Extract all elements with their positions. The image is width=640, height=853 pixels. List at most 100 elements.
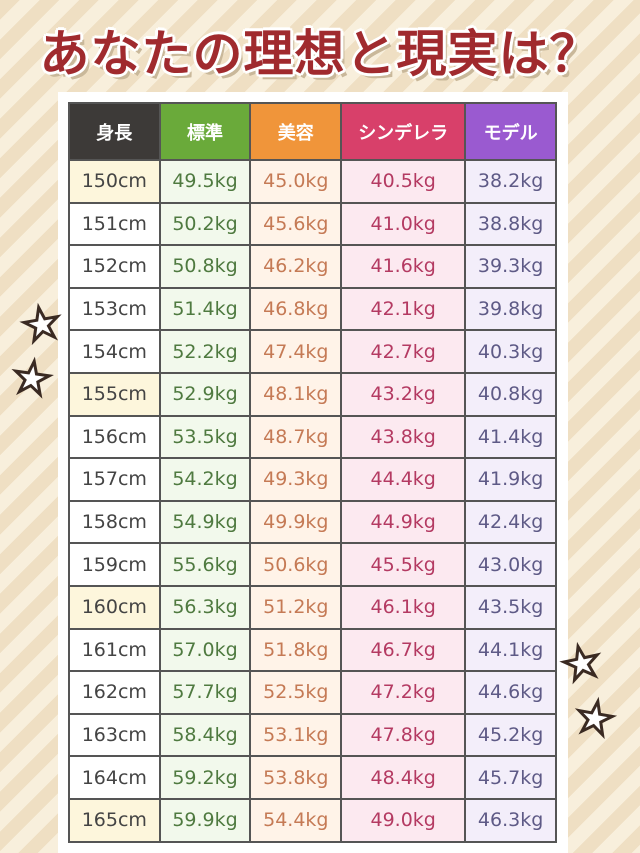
height-cell: 165cm [68,797,161,843]
table-row: 156cm 53.5kg 48.7kg 43.8kg 41.4kg [68,414,557,460]
weight-cell: 44.4kg [340,457,467,502]
table-row: 150cm 49.5kg 45.0kg 40.5kg 38.2kg [68,159,557,204]
table-row: 161cm 57.0kg 51.8kg 46.7kg 44.1kg [68,627,557,673]
weight-cell: 50.2kg [158,201,252,247]
weight-cell: 47.8kg [340,712,467,758]
table-row: 163cm 58.4kg 53.1kg 47.8kg 45.2kg [68,712,557,758]
height-cell: 157cm [68,457,161,502]
weight-cell: 39.8kg [464,286,557,332]
weight-cell: 59.2kg [158,755,252,800]
weight-cell: 57.0kg [158,627,252,673]
weight-cell: 49.9kg [249,499,343,545]
table-row: 153cm 51.4kg 46.8kg 42.1kg 39.8kg [68,286,557,332]
weight-cell: 38.2kg [464,159,557,204]
table-row: 157cm 54.2kg 49.3kg 44.4kg 41.9kg [68,457,557,502]
weight-cell: 49.3kg [249,457,343,502]
weight-cell: 40.8kg [464,371,557,417]
weight-cell: 52.2kg [158,329,252,374]
header-height: 身長 [68,102,161,161]
weight-cell: 48.7kg [249,414,343,460]
height-cell: 156cm [68,414,161,460]
weight-cell: 46.3kg [464,797,557,843]
weight-cell: 46.8kg [249,286,343,332]
weight-cell: 45.6kg [249,201,343,247]
weight-cell: 58.4kg [158,712,252,758]
weight-cell: 43.5kg [464,584,557,630]
weight-cell: 54.2kg [158,457,252,502]
weight-cell: 41.4kg [464,414,557,460]
table-row: 158cm 54.9kg 49.9kg 44.9kg 42.4kg [68,499,557,545]
ideal-weight-table: 身長 標準 美容 シンデレラ モデル 150cm 49.5kg 45.0kg 40.5kg 38… [68,102,557,843]
table-header-row: 身長 標準 美容 シンデレラ モデル [68,102,557,161]
star-icon: ★ [16,294,67,354]
table-body: 150cm 49.5kg 45.0kg 40.5kg 38.2kg 151cm 50.2kg… [68,159,557,843]
weight-cell: 43.2kg [340,371,467,417]
weight-cell: 55.6kg [158,542,252,587]
weight-cell: 53.8kg [249,755,343,800]
weight-cell: 46.7kg [340,627,467,673]
weight-cell: 51.2kg [249,584,343,630]
weight-cell: 41.0kg [340,201,467,247]
weight-cell: 54.9kg [158,499,252,545]
table-row: 164cm 59.2kg 53.8kg 48.4kg 45.7kg [68,755,557,800]
table-row: 159cm 55.6kg 50.6kg 45.5kg 43.0kg [68,542,557,587]
weight-cell: 53.1kg [249,712,343,758]
weight-cell: 48.4kg [340,755,467,800]
weight-cell: 47.2kg [340,670,467,715]
weight-cell: 40.3kg [464,329,557,374]
height-cell: 151cm [68,201,161,247]
height-cell: 154cm [68,329,161,374]
page-title: あなたの理想と現実は？ [39,25,601,83]
weight-cell: 38.8kg [464,201,557,247]
weight-cell: 51.8kg [249,627,343,673]
weight-cell: 43.0kg [464,542,557,587]
weight-cell: 45.5kg [340,542,467,587]
header-beauty: 美容 [249,102,343,161]
table-row: 152cm 50.8kg 46.2kg 41.6kg 39.3kg [68,244,557,289]
height-cell: 163cm [68,712,161,758]
height-cell: 150cm [68,159,161,204]
weight-cell: 41.9kg [464,457,557,502]
star-icon: ★ [569,688,620,748]
header-model: モデル [464,102,557,161]
weight-cell: 57.7kg [158,670,252,715]
weight-cell: 45.2kg [464,712,557,758]
weight-cell: 59.9kg [158,797,252,843]
weight-cell: 46.1kg [340,584,467,630]
weight-cell: 39.3kg [464,244,557,289]
table-row: 154cm 52.2kg 47.4kg 42.7kg 40.3kg [68,329,557,374]
weight-cell: 44.1kg [464,627,557,673]
header-cinderella: シンデレラ [340,102,467,161]
weight-cell: 52.9kg [158,371,252,417]
star-icon: ★ [556,633,608,694]
weight-cell: 42.1kg [340,286,467,332]
weight-cell: 45.0kg [249,159,343,204]
header-standard: 標準 [158,102,252,161]
table-row: 155cm 52.9kg 48.1kg 43.2kg 40.8kg [68,371,557,417]
table-row: 160cm 56.3kg 51.2kg 46.1kg 43.5kg [68,584,557,630]
height-cell: 162cm [68,670,161,715]
height-cell: 152cm [68,244,161,289]
weight-cell: 42.4kg [464,499,557,545]
weight-cell: 40.5kg [340,159,467,204]
height-cell: 161cm [68,627,161,673]
height-cell: 158cm [68,499,161,545]
weight-cell: 53.5kg [158,414,252,460]
weight-cell: 49.0kg [340,797,467,843]
height-cell: 160cm [68,584,161,630]
weight-cell: 44.6kg [464,670,557,715]
weight-cell: 44.9kg [340,499,467,545]
weight-cell: 50.8kg [158,244,252,289]
weight-cell: 48.1kg [249,371,343,417]
weight-cell: 45.7kg [464,755,557,800]
height-cell: 153cm [68,286,161,332]
table-row: 162cm 57.7kg 52.5kg 47.2kg 44.6kg [68,670,557,715]
weight-cell: 52.5kg [249,670,343,715]
weight-cell: 49.5kg [158,159,252,204]
table-row: 151cm 50.2kg 45.6kg 41.0kg 38.8kg [68,201,557,247]
weight-cell: 50.6kg [249,542,343,587]
weight-cell: 51.4kg [158,286,252,332]
weight-cell: 43.8kg [340,414,467,460]
weight-cell: 46.2kg [249,244,343,289]
height-cell: 155cm [68,371,161,417]
